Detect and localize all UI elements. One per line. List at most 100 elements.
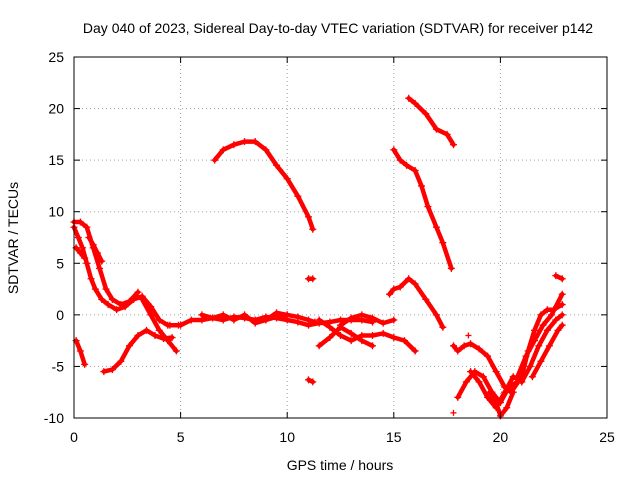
series-arc-1	[70, 223, 182, 329]
data-point	[503, 404, 511, 412]
data-point	[554, 326, 562, 334]
data-point	[411, 166, 419, 174]
data-point	[262, 316, 270, 324]
data-point	[219, 311, 227, 319]
data-point	[552, 272, 560, 280]
data-point	[251, 319, 259, 327]
series-arc-13	[337, 311, 398, 329]
series-arc-17	[405, 94, 457, 149]
y-tick-label: 20	[48, 101, 64, 117]
data-point	[411, 99, 419, 107]
data-point	[484, 352, 492, 360]
data-point	[273, 313, 281, 321]
data-point	[449, 141, 457, 149]
x-tick-label: 5	[177, 429, 185, 445]
data-point	[337, 321, 344, 329]
data-point	[100, 368, 108, 376]
data-point	[315, 342, 323, 350]
data-point	[432, 223, 440, 231]
data-point	[151, 331, 159, 339]
series-arc-25	[513, 290, 566, 381]
data-point	[96, 264, 104, 272]
data-point	[522, 352, 530, 360]
series-arc-2	[70, 218, 142, 309]
data-point	[539, 321, 547, 329]
data-point	[450, 409, 457, 416]
data-point	[552, 316, 560, 324]
data-point	[467, 340, 475, 348]
data-point	[467, 368, 475, 376]
data-point	[309, 378, 317, 386]
data-point	[326, 334, 334, 342]
data-point	[412, 347, 419, 354]
data-point	[209, 314, 217, 322]
data-point	[311, 318, 319, 326]
data-point	[411, 280, 419, 288]
series-trace	[406, 96, 456, 147]
data-point	[108, 295, 116, 303]
data-point	[230, 141, 238, 149]
y-tick-label: -5	[52, 358, 65, 374]
data-point	[548, 311, 556, 319]
data-point	[76, 249, 84, 257]
data-point	[358, 311, 366, 319]
series-points	[412, 332, 472, 416]
data-point	[283, 311, 291, 319]
data-point	[168, 334, 176, 342]
data-point	[230, 316, 238, 324]
data-point	[85, 234, 93, 241]
data-point	[76, 218, 84, 226]
data-point	[83, 259, 91, 267]
x-axis-label: GPS time / hours	[287, 457, 394, 473]
data-point	[558, 290, 566, 298]
data-point	[187, 316, 195, 324]
data-point	[528, 373, 536, 381]
series-trace	[515, 291, 565, 379]
data-point	[390, 334, 398, 342]
data-point	[347, 337, 355, 345]
data-point	[134, 331, 142, 339]
data-point	[155, 316, 163, 324]
series-trace	[71, 219, 141, 307]
data-series	[70, 94, 566, 420]
data-point	[368, 331, 376, 339]
data-point	[198, 311, 206, 319]
series-trace	[212, 139, 316, 232]
series-arc-15	[305, 275, 317, 283]
data-point	[537, 357, 545, 365]
data-point	[390, 285, 398, 293]
data-point	[558, 275, 566, 283]
data-point	[125, 297, 133, 305]
data-point	[305, 213, 313, 221]
data-point	[396, 283, 404, 291]
series-trace	[387, 276, 446, 330]
axis-ticks: 0 5 10 15 20 25 -10 -5 0 5 10 15 20 25	[44, 49, 615, 445]
data-point	[177, 321, 185, 329]
data-point	[309, 275, 317, 283]
data-point	[535, 342, 543, 350]
data-point	[439, 239, 447, 247]
data-point	[492, 399, 500, 407]
data-point	[83, 223, 91, 231]
data-point	[368, 342, 376, 350]
data-point	[117, 301, 125, 309]
data-point	[347, 314, 355, 322]
data-point	[211, 156, 219, 164]
data-point	[526, 362, 534, 370]
series-arc-20	[449, 340, 515, 396]
data-point	[400, 337, 408, 345]
data-point	[305, 316, 313, 324]
data-point	[172, 347, 180, 355]
data-point	[379, 319, 387, 327]
y-tick-label: 0	[56, 307, 64, 323]
series-arc-19	[386, 275, 447, 331]
data-point	[164, 337, 172, 345]
data-point	[390, 316, 398, 324]
data-point	[405, 94, 413, 102]
data-point	[305, 376, 313, 384]
data-point	[513, 373, 521, 381]
data-point	[454, 393, 462, 401]
chart-title: Day 040 of 2023, Sidereal Day-to-day VTE…	[83, 20, 593, 36]
data-point	[155, 326, 163, 334]
y-tick-label: 15	[48, 152, 64, 168]
